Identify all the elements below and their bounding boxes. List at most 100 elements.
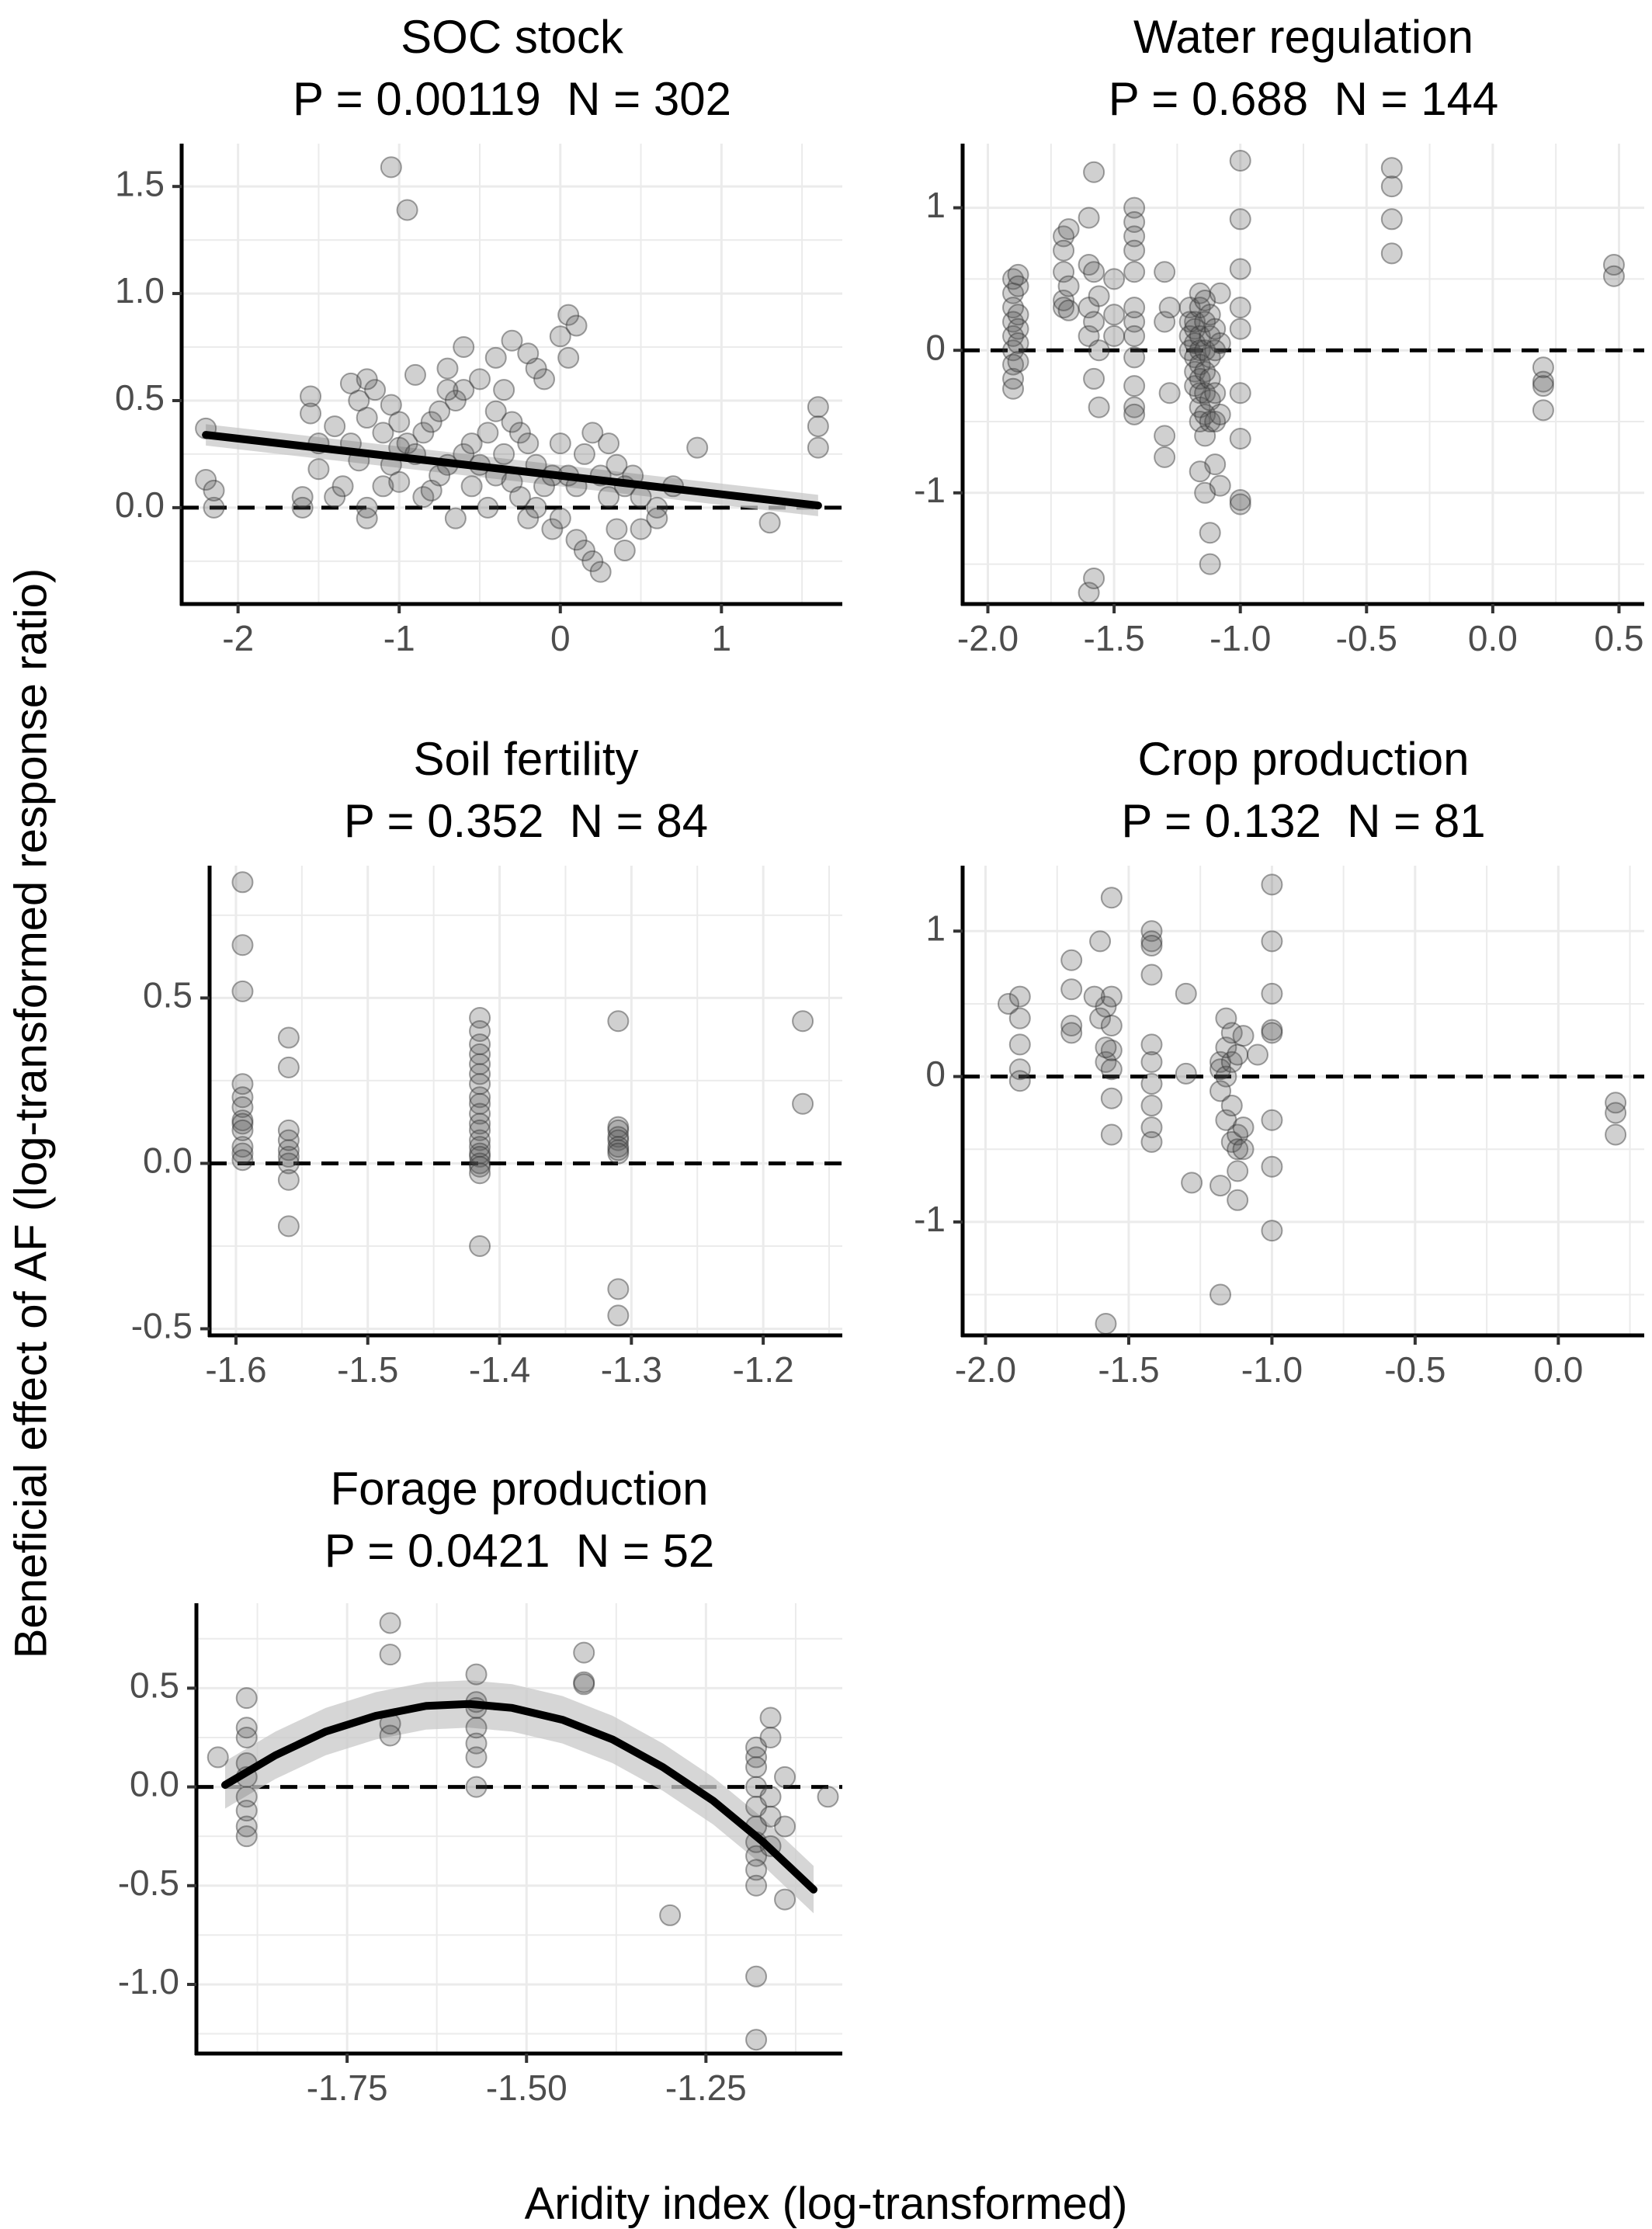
panel-4-point xyxy=(1140,963,1163,986)
panel-2-point xyxy=(1007,350,1029,373)
panel-3-point xyxy=(469,1129,491,1151)
panel-4-point xyxy=(1227,1043,1249,1066)
panel-2-point xyxy=(1204,318,1227,340)
panel-2-point xyxy=(1123,239,1146,262)
panel-5-point xyxy=(235,1726,258,1748)
panel-2-point xyxy=(1123,403,1146,425)
panel-4-point xyxy=(1140,920,1163,943)
panel-5-point xyxy=(235,1717,258,1739)
panel-4-point xyxy=(1100,1123,1123,1146)
panel-2-point xyxy=(1002,377,1025,400)
panel-1-point xyxy=(436,357,459,380)
panel-2: Water regulation P = 0.688 N = 144 -2.0 -1.… xyxy=(914,11,1644,658)
panel-3-points xyxy=(231,871,814,1327)
panel-2-point xyxy=(1083,261,1105,283)
panel-1-point xyxy=(300,385,322,408)
panel-5-y-tick-label: -0.5 xyxy=(118,1863,179,1903)
panel-2-point xyxy=(1154,311,1176,333)
panel-5-point xyxy=(745,2029,768,2051)
panel-1-y-tick-label: 0.0 xyxy=(115,484,165,525)
panel-1-x-tick-label: 0 xyxy=(550,618,571,658)
panel-4-point xyxy=(1095,1050,1117,1073)
panel-4-title: Crop production xyxy=(1138,733,1470,785)
panel-2-point xyxy=(1123,225,1146,248)
panel-1-point xyxy=(508,422,531,444)
panel-2-point xyxy=(1178,297,1201,319)
panel-5-point xyxy=(759,1706,782,1729)
panel-1-point xyxy=(380,156,402,179)
panel-2-point xyxy=(1194,382,1216,404)
panel-2-point xyxy=(1083,161,1105,183)
panel-2-point xyxy=(1123,375,1146,398)
panel-1-point xyxy=(646,496,668,519)
panel-2-point xyxy=(1229,297,1251,319)
panel-1-point xyxy=(444,389,467,411)
panel-2-x-tick-label: 0.0 xyxy=(1468,618,1518,658)
panel-1-point xyxy=(412,486,435,509)
panel-5-point xyxy=(235,1687,258,1710)
panel-5-point xyxy=(745,1756,768,1779)
panel-1-point xyxy=(324,486,346,509)
panel-1-point xyxy=(525,357,547,380)
panel-1-point xyxy=(557,346,580,369)
panel-1-point xyxy=(331,475,354,498)
panel-4-y-tick-label: 1 xyxy=(925,908,946,948)
panel-3-point xyxy=(469,1234,491,1257)
panel-2-point xyxy=(1007,275,1029,297)
panel-2-point xyxy=(1123,325,1146,347)
panel-2-point xyxy=(1532,399,1554,422)
panel-4-point xyxy=(1210,1283,1232,1306)
panel-4-subtitle: P = 0.132 N = 81 xyxy=(1121,795,1485,847)
panel-1-point xyxy=(356,496,378,519)
panel-2-point xyxy=(1154,261,1176,283)
panel-5-point xyxy=(235,1800,258,1822)
panel-2-point xyxy=(1178,339,1201,362)
panel-3-point xyxy=(607,1139,630,1161)
panel-2-point xyxy=(1189,297,1211,319)
panel-2-point xyxy=(1053,225,1075,248)
panel-1-point xyxy=(380,394,402,416)
panel-5-point xyxy=(235,1815,258,1838)
panel-5-points xyxy=(206,1612,839,2051)
panel-5-point xyxy=(206,1746,229,1769)
panel-2-point xyxy=(1199,367,1221,390)
panel-5-point xyxy=(774,1815,796,1838)
panel-4-point xyxy=(1210,1058,1232,1081)
panel-2-point xyxy=(1209,403,1231,425)
panel-2-point xyxy=(1209,474,1231,497)
panel-1-point xyxy=(396,432,418,455)
panel-4-y-tick-label: 0 xyxy=(925,1054,946,1094)
panel-2-point xyxy=(1199,522,1221,544)
panel-4-point xyxy=(1100,1015,1123,1037)
panel-1-point xyxy=(324,415,346,438)
panel-1-point xyxy=(598,486,620,509)
panel-2-point xyxy=(1002,325,1025,347)
panel-2-point xyxy=(1184,311,1206,333)
panel-3-point xyxy=(607,1136,630,1158)
figure-x-axis-label: Aridity index (log-transformed) xyxy=(524,2179,1128,2229)
panel-1-point xyxy=(460,432,483,455)
panel-4-point xyxy=(1140,1033,1163,1056)
panel-1-point xyxy=(525,496,547,519)
panel-3-point xyxy=(607,1142,630,1165)
panel-1-point xyxy=(388,470,411,493)
panel-3-point xyxy=(469,1155,491,1178)
panel-1-point xyxy=(468,368,491,391)
panel-1-point xyxy=(356,507,378,529)
panel-2-point xyxy=(1123,210,1146,233)
panel-2-x-tick-label: -1.0 xyxy=(1210,618,1271,658)
panel-3-point xyxy=(277,1168,300,1191)
panel-1-point xyxy=(356,368,378,391)
panel-3-title: Soil fertility xyxy=(413,733,638,785)
panel-2-point xyxy=(1194,403,1216,425)
panel-1-point xyxy=(565,529,588,551)
panel-1-point xyxy=(484,400,507,422)
panel-2-point xyxy=(1002,282,1025,304)
panel-3-point xyxy=(231,1073,254,1095)
panel-2-point xyxy=(1123,311,1146,333)
panel-2-point xyxy=(1154,425,1176,447)
panel-1-point xyxy=(501,329,523,352)
panel-4-point xyxy=(1220,1022,1243,1044)
panel-4-point xyxy=(1227,1123,1249,1146)
